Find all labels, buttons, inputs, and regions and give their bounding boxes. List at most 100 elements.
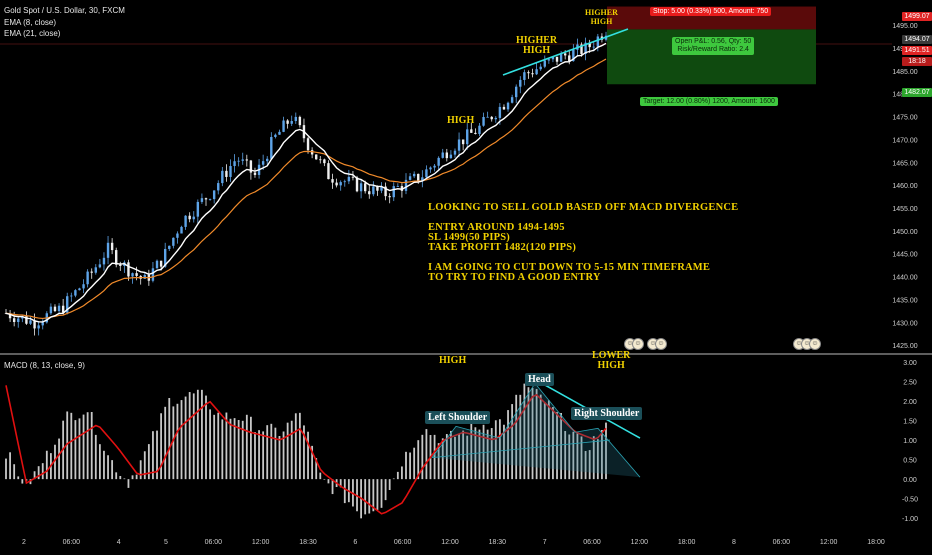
candle[interactable] — [90, 271, 93, 273]
candle[interactable] — [261, 161, 265, 165]
candle[interactable] — [425, 169, 428, 178]
candle[interactable] — [494, 117, 497, 120]
candle[interactable] — [453, 150, 457, 155]
candle[interactable] — [523, 72, 526, 80]
event-icon[interactable]: ☺ — [655, 338, 667, 350]
ema-8-line[interactable] — [5, 42, 607, 323]
candle[interactable] — [94, 267, 97, 273]
candle[interactable] — [384, 186, 387, 197]
candle[interactable] — [461, 139, 465, 145]
candle[interactable] — [376, 186, 379, 191]
candle[interactable] — [327, 163, 330, 180]
candle[interactable] — [176, 233, 179, 238]
candle[interactable] — [445, 152, 449, 159]
candle[interactable] — [331, 179, 334, 183]
candle[interactable] — [78, 288, 81, 291]
candle[interactable] — [555, 56, 559, 62]
candle[interactable] — [290, 121, 293, 124]
candle[interactable] — [502, 106, 506, 110]
candle[interactable] — [588, 42, 591, 48]
candle[interactable] — [388, 196, 391, 198]
candle[interactable] — [559, 53, 563, 62]
candle[interactable] — [515, 86, 518, 98]
candle[interactable] — [506, 102, 510, 110]
candle[interactable] — [115, 250, 118, 265]
candle[interactable] — [110, 242, 114, 251]
candle[interactable] — [474, 132, 477, 134]
stop-label[interactable]: Stop: 5.00 (0.33%) 500, Amount: 750 — [650, 7, 772, 16]
candle[interactable] — [359, 183, 363, 192]
candle[interactable] — [568, 55, 571, 62]
candle[interactable] — [580, 44, 583, 54]
candle[interactable] — [543, 60, 546, 67]
candle[interactable] — [319, 159, 322, 161]
candle[interactable] — [66, 296, 69, 313]
candle[interactable] — [208, 199, 212, 200]
candle[interactable] — [86, 271, 89, 285]
candle[interactable] — [61, 305, 65, 313]
candle[interactable] — [486, 116, 489, 118]
label-left-shoulder[interactable]: Left Shoulder — [425, 411, 491, 424]
candle[interactable] — [21, 316, 24, 319]
candle[interactable] — [449, 154, 453, 159]
candle[interactable] — [519, 79, 522, 87]
event-icon[interactable]: ☺ — [809, 338, 821, 350]
candle[interactable] — [49, 306, 53, 314]
candle[interactable] — [131, 273, 134, 277]
legend-macd[interactable]: MACD (8, 13, close, 9) — [4, 361, 85, 370]
candle[interactable] — [572, 49, 575, 62]
candle[interactable] — [363, 183, 367, 192]
candle[interactable] — [539, 66, 542, 70]
candle[interactable] — [180, 226, 183, 234]
candle[interactable] — [82, 284, 85, 289]
candle[interactable] — [253, 172, 257, 175]
candle[interactable] — [188, 215, 191, 220]
candle[interactable] — [441, 152, 444, 158]
candle[interactable] — [127, 262, 130, 277]
candle[interactable] — [482, 117, 485, 126]
candle[interactable] — [351, 176, 355, 178]
candle[interactable] — [29, 320, 32, 324]
candle[interactable] — [470, 129, 473, 133]
candle[interactable] — [17, 318, 20, 323]
candle[interactable] — [163, 248, 167, 267]
candle[interactable] — [33, 320, 36, 329]
candle[interactable] — [37, 325, 40, 329]
candle[interactable] — [229, 166, 232, 177]
candle[interactable] — [151, 268, 155, 281]
candle[interactable] — [339, 182, 342, 186]
candle[interactable] — [286, 120, 289, 124]
candle[interactable] — [372, 186, 375, 195]
candle[interactable] — [274, 134, 277, 137]
candle[interactable] — [433, 165, 436, 168]
candle[interactable] — [241, 159, 244, 161]
candle[interactable] — [159, 260, 163, 267]
candle[interactable] — [217, 183, 220, 191]
candle[interactable] — [355, 177, 359, 192]
legend-symbol[interactable]: Gold Spot / U.S. Dollar, 30, FXCM — [4, 6, 125, 15]
candle[interactable] — [310, 150, 314, 155]
candle[interactable] — [245, 159, 249, 161]
candle[interactable] — [315, 154, 318, 160]
candle[interactable] — [380, 186, 383, 191]
candle[interactable] — [278, 131, 281, 135]
candle[interactable] — [429, 167, 432, 170]
legend-ema-fast[interactable]: EMA (8, close) — [4, 18, 57, 27]
candle[interactable] — [368, 191, 371, 195]
candle[interactable] — [396, 186, 400, 187]
price-trendline[interactable] — [502, 28, 629, 76]
candle[interactable] — [335, 182, 338, 186]
label-right-shoulder[interactable]: Right Shoulder — [571, 407, 643, 420]
candle[interactable] — [98, 264, 102, 268]
candle[interactable] — [457, 139, 461, 151]
candle[interactable] — [74, 290, 77, 296]
candle[interactable] — [412, 173, 416, 177]
candle[interactable] — [200, 198, 204, 202]
candle[interactable] — [155, 260, 159, 269]
candle[interactable] — [53, 306, 57, 312]
candle[interactable] — [270, 136, 273, 159]
candle[interactable] — [233, 161, 236, 167]
candle[interactable] — [417, 173, 420, 182]
candle[interactable] — [119, 264, 122, 266]
candle[interactable] — [498, 106, 502, 118]
